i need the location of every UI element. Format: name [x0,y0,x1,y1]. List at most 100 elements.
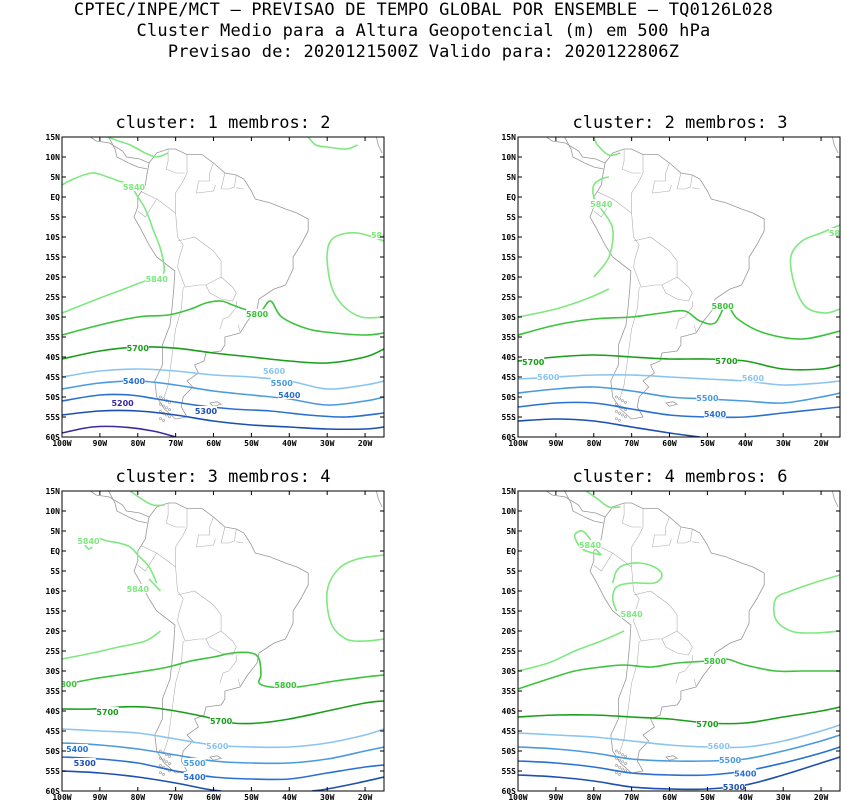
contour-5840 [593,137,621,157]
contour-5500 [518,386,840,404]
country-border [692,187,700,190]
contour-5300 [518,756,840,791]
chile-fjord-island [615,763,618,767]
chile-fjord-island [162,418,165,422]
contour-label: 5600 [537,373,560,382]
lat-label: 15S [46,607,61,616]
africa-coastline [832,137,839,154]
contour-5600 [62,728,384,749]
contour-label-bg [371,230,384,239]
chile-fjord-island [165,760,168,764]
chile-fjord-island [615,771,618,775]
lat-label: 30S [46,667,61,676]
falkland-islands-coastline [209,755,223,761]
map-panel-1-svg: 5840584058405800570056005500540054005300… [46,133,385,448]
lon-label: 80W [131,793,146,802]
africa-coastline [376,491,383,508]
map-frame [61,490,385,792]
country-border [220,526,237,544]
contour-label: 5840 [829,229,847,238]
country-border [675,655,693,684]
contour-5700 [518,706,840,725]
panel-2-title: cluster: 2 membros: 3 [572,113,788,133]
panel-1-title: cluster: 1 membros: 2 [115,113,331,133]
contour-5700 [62,346,384,364]
south-america-coastline [133,148,309,420]
country-border [633,236,678,288]
lat-label: 5N [506,527,516,536]
lat-label: EQ [506,547,516,556]
lon-label: 40W [282,793,297,802]
contour-5840 [62,630,161,660]
contour-label-bg [579,540,601,549]
contour-label-bg [620,609,643,619]
country-border [196,162,216,194]
country-border [621,503,642,528]
lat-label: 20S [502,273,517,282]
chile-fjord-island [618,397,621,401]
lat-label: 10N [502,153,517,162]
lat-label: 50S [46,393,61,402]
country-border [219,301,237,330]
country-border [593,552,613,572]
contour-label: 5840 [123,183,146,192]
contour-label-bg [126,584,149,593]
contour-label-bg [741,373,764,383]
contour-label-bg [73,758,96,767]
contour-label-bg [66,744,89,753]
lon-label: 100W [52,439,71,448]
contour-5400 [518,746,840,777]
contour-label-bg [123,182,145,191]
country-border [205,630,237,656]
contour-label: 5600 [708,742,731,751]
contour-label-bg [537,372,560,381]
lat-label: 40S [502,353,517,362]
contour-label-bg [123,376,145,385]
lat-label: 50S [46,747,61,756]
lat-label: 60S [46,787,61,796]
lat-label: 10N [502,507,517,516]
country-border [156,198,184,268]
contour-5800 [518,304,840,340]
lon-label: 30W [776,793,791,802]
contour-label-bg [711,300,734,310]
lat-label: 5S [506,213,516,222]
lon-label: 20W [358,793,373,802]
contour-5840 [129,491,165,507]
lon-label: 60W [206,793,221,802]
country-border [597,191,613,200]
chile-fjord-island [162,404,165,408]
country-border [693,678,697,686]
contour-label: 5840 [77,537,100,546]
contour-5840 [307,137,358,150]
central-america-coastline [89,137,150,164]
contour-5840 [772,574,840,634]
lat-label: 55S [502,767,517,776]
contour-label-bg [704,656,726,665]
chile-fjord-island [621,413,624,417]
lat-label: 5S [50,567,60,576]
lat-label: 5N [50,527,60,536]
lon-label: 70W [168,793,183,802]
contour-label: 5840 [579,541,602,550]
country-border [693,324,697,332]
contour-label: 5700 [210,717,233,726]
lat-label: 5N [50,173,60,182]
country-border [165,149,186,174]
country-border [175,508,188,567]
contour-label: 5300 [723,783,746,792]
chile-fjord-island [621,760,624,764]
country-border [620,640,640,752]
chile-fjord-island [624,754,627,758]
contour-label-bg [734,768,757,778]
lat-label: 15N [46,487,61,496]
lon-label: 70W [168,439,183,448]
contour-label: 5200 [111,399,134,408]
lon-label: 80W [587,439,602,448]
lon-label: 60W [206,439,221,448]
contour-label: 5700 [96,708,119,717]
lat-label: 10S [502,233,517,242]
lon-label: 40W [738,439,753,448]
country-border [196,516,216,548]
country-border [676,526,693,544]
